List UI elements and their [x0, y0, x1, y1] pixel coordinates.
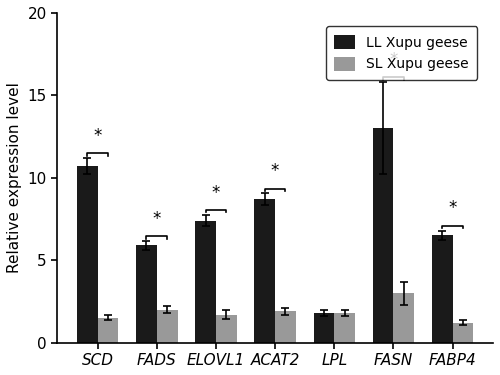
Bar: [216, 315, 236, 343]
Y-axis label: Relative expression level: Relative expression level: [7, 82, 22, 273]
Bar: [372, 128, 394, 343]
Bar: [136, 245, 157, 343]
Text: *: *: [212, 184, 220, 202]
Bar: [77, 166, 98, 343]
Bar: [334, 313, 355, 343]
Bar: [98, 318, 118, 343]
Bar: [314, 313, 334, 343]
Text: *: *: [94, 127, 102, 145]
Bar: [254, 199, 275, 343]
Bar: [196, 220, 216, 343]
Bar: [432, 236, 452, 343]
Text: *: *: [271, 162, 280, 180]
Legend: LL Xupu geese, SL Xupu geese: LL Xupu geese, SL Xupu geese: [326, 27, 478, 80]
Bar: [157, 310, 178, 343]
Text: *: *: [389, 51, 398, 69]
Bar: [452, 323, 473, 343]
Text: *: *: [152, 210, 161, 228]
Bar: [275, 311, 296, 343]
Text: *: *: [448, 200, 456, 217]
Bar: [394, 293, 414, 343]
